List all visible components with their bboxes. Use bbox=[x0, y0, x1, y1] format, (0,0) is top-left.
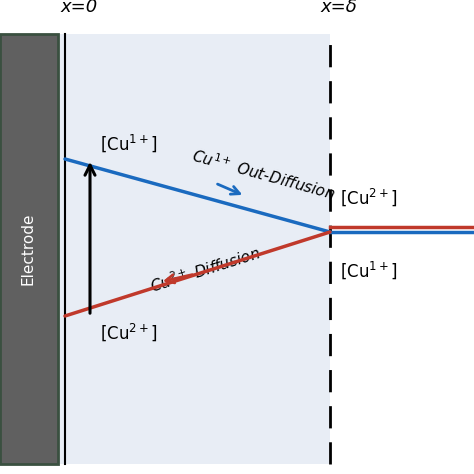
Text: [Cu$^{1+}$]: [Cu$^{1+}$] bbox=[340, 259, 398, 281]
Text: Electrode: Electrode bbox=[20, 213, 36, 285]
Bar bbox=[330, 34, 474, 464]
Text: x=δ: x=δ bbox=[320, 0, 357, 16]
Text: [Cu$^{2+}$]: [Cu$^{2+}$] bbox=[100, 321, 158, 343]
Text: $Cu^{1+}$ Out-Diffusion: $Cu^{1+}$ Out-Diffusion bbox=[190, 146, 337, 203]
Bar bbox=[58, 34, 330, 464]
Text: [Cu$^{2+}$]: [Cu$^{2+}$] bbox=[340, 186, 398, 208]
Text: x=0: x=0 bbox=[60, 0, 97, 16]
Text: $Cu^{2+}$ Diffusion: $Cu^{2+}$ Diffusion bbox=[148, 243, 263, 296]
Bar bbox=[0, 34, 58, 464]
Text: [Cu$^{1+}$]: [Cu$^{1+}$] bbox=[100, 132, 158, 154]
